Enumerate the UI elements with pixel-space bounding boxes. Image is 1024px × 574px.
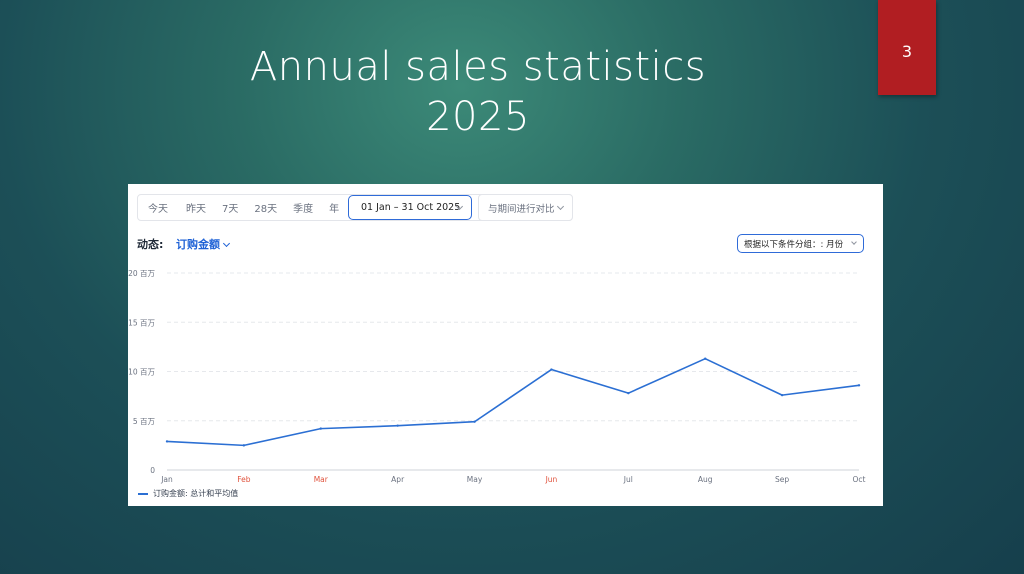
range-year-button[interactable]: 年	[329, 204, 340, 215]
page-number-badge: 3	[878, 0, 936, 95]
data-point	[704, 357, 707, 360]
date-range-select[interactable]: 01 Jan – 31 Oct 2025	[348, 195, 472, 220]
data-point	[319, 427, 322, 430]
data-point	[780, 393, 784, 397]
data-point	[627, 391, 630, 395]
x-tick-label: Jan	[160, 475, 173, 484]
metric-label: 动态:	[137, 238, 164, 251]
y-tick-label: 20 百万	[128, 269, 155, 278]
group-by-label: 根据以下条件分组：: 月份	[744, 239, 844, 250]
x-tick-label: Apr	[391, 475, 405, 484]
x-tick-label: Jun	[545, 475, 558, 484]
y-tick-label: 10 百万	[128, 368, 155, 377]
series-line	[166, 357, 860, 447]
data-point	[242, 444, 246, 447]
date-range-value: 01 Jan – 31 Oct 2025	[361, 202, 461, 213]
y-tick-label: 0	[150, 466, 155, 475]
x-tick-label: Feb	[237, 475, 251, 484]
range-7-days-button[interactable]: 7天	[222, 204, 239, 215]
slide-title: Annual sales statistics 2025	[228, 42, 728, 142]
range-quarter-button[interactable]: 季度	[293, 204, 314, 215]
x-tick-label: Mar	[314, 475, 329, 484]
legend-label: 订购金额: 总计和平均值	[153, 489, 239, 498]
data-point	[473, 420, 476, 423]
page-number: 3	[901, 42, 913, 61]
range-today-button[interactable]: 今天	[148, 204, 168, 215]
x-tick-label: Jul	[623, 475, 633, 484]
range-yesterday-button[interactable]: 昨天	[186, 204, 206, 215]
x-tick-label: Sep	[775, 475, 789, 484]
sales-line-chart: 0 5 百万 10 百万 15 百万 20 百万 Jan Feb Mar Apr May Jun Ju…	[128, 269, 866, 484]
x-tick-label: Aug	[698, 475, 713, 484]
y-tick-label: 15 百万	[128, 318, 155, 327]
x-tick-label: May	[467, 475, 483, 484]
date-range-toolbar: 今天 昨天 7天 28天 季度 年	[137, 194, 573, 221]
y-tick-label: 5 百万	[133, 417, 156, 426]
data-point	[165, 440, 169, 443]
metric-select-value: 订购金额	[176, 238, 220, 251]
data-point	[550, 368, 553, 371]
data-point	[857, 384, 861, 387]
chart-legend: 订购金额: 总计和平均值	[138, 488, 238, 499]
dashboard-screenshot: 今天 昨天 7天 28天 季度 年 01 Jan – 31 Oct 2025 与…	[128, 184, 883, 506]
slide-title-line-2: 2025	[426, 94, 530, 140]
group-by-select[interactable]: 根据以下条件分组：: 月份	[737, 234, 864, 253]
range-28-days-button[interactable]: 28天	[254, 204, 278, 215]
slide-title-line-1: Annual sales statistics	[249, 44, 707, 90]
legend-swatch	[138, 492, 148, 495]
data-point	[396, 424, 399, 427]
compare-period-label: 与期间进行对比	[488, 203, 555, 215]
metric-select[interactable]: 订购金额	[176, 236, 231, 252]
compare-period-select[interactable]: 与期间进行对比	[478, 194, 573, 221]
x-tick-label: Oct	[853, 475, 866, 484]
